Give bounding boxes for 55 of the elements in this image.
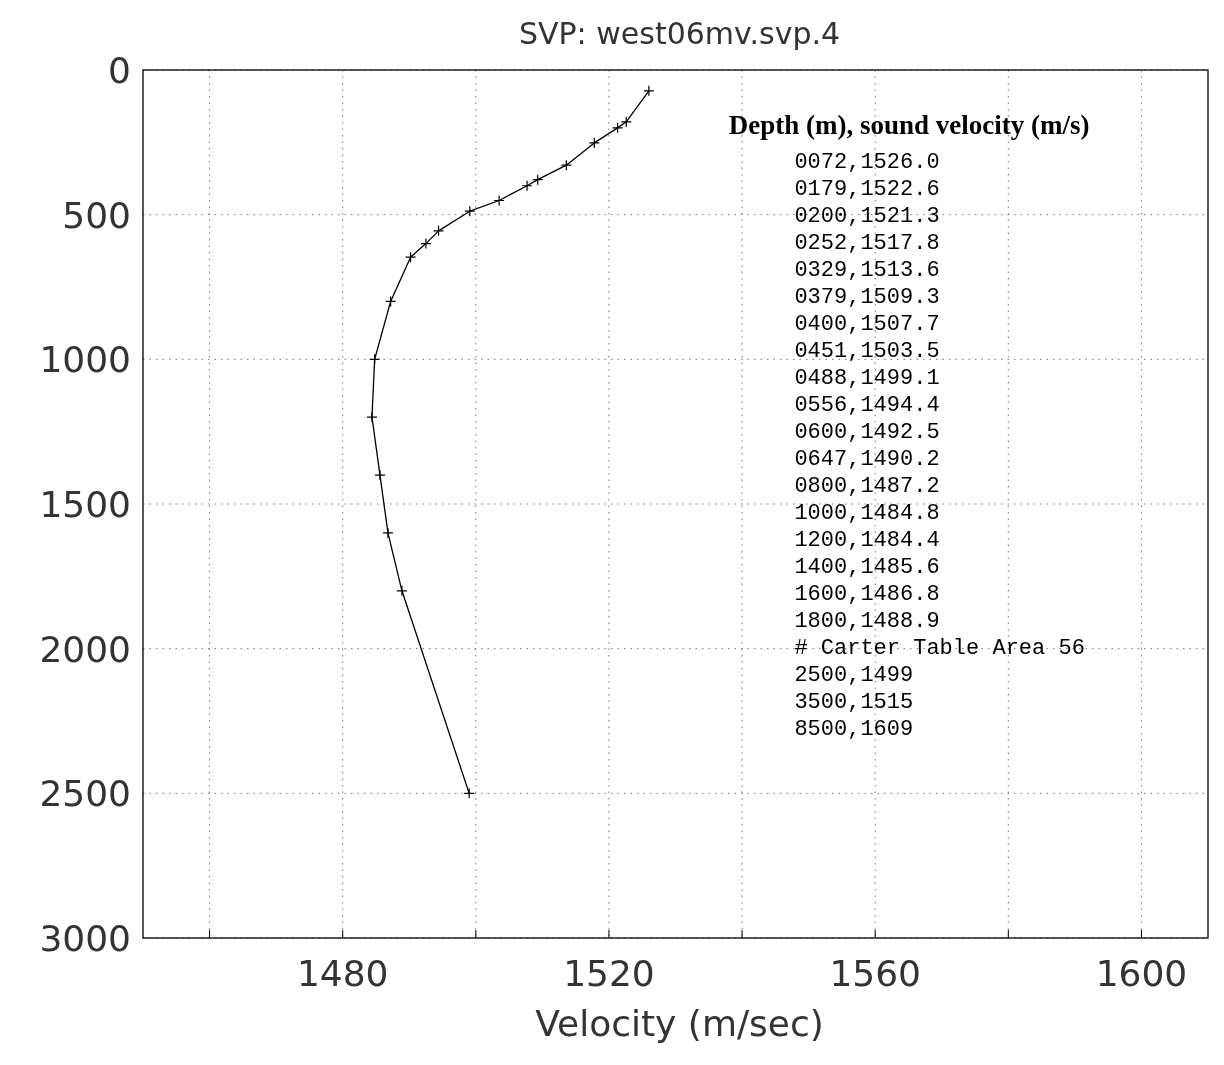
- annotation: Depth (m), sound velocity (m/s): [728, 110, 1090, 140]
- point: [369, 353, 381, 365]
- point: [560, 159, 572, 171]
- x-tick-label: 1480: [296, 953, 389, 994]
- point: [463, 787, 475, 799]
- annotation: 1800,1488.9: [794, 609, 940, 634]
- y-tick-label: 2500: [39, 773, 131, 815]
- x-tick-label: 1600: [1095, 953, 1188, 994]
- annotation: # Carter Table Area 56: [794, 636, 1085, 661]
- point: [396, 585, 408, 597]
- point: [493, 194, 505, 207]
- y-tick-label: 1000: [39, 339, 131, 381]
- point: [432, 225, 445, 237]
- x-axis-title: Velocity (m/sec): [535, 1003, 824, 1044]
- point: [643, 85, 655, 97]
- point: [382, 527, 394, 539]
- y-tick-label: 2000: [39, 628, 131, 670]
- y-tick-label: 0: [108, 50, 131, 91]
- annotation: 1200,1484.4: [794, 528, 940, 553]
- point: [611, 122, 624, 134]
- annotation: 0200,1521.3: [794, 204, 940, 229]
- point: [588, 137, 600, 149]
- y-tick-label: 500: [62, 194, 131, 236]
- annotation: 0379,1509.3: [794, 285, 940, 310]
- annotation: 0400,1507.7: [794, 312, 940, 337]
- annotation: 0451,1503.5: [794, 339, 940, 364]
- annotation: 3500,1515: [794, 690, 914, 715]
- annotation: 0600,1492.5: [794, 420, 940, 445]
- annotation: 0800,1487.2: [794, 474, 940, 499]
- annotation: 0179,1522.6: [794, 177, 940, 202]
- chart-title: SVP: west06mv.svp.4: [518, 16, 841, 51]
- annotation: 0329,1513.6: [794, 258, 940, 283]
- point: [620, 116, 632, 128]
- point: [521, 180, 533, 192]
- annotation: 8500,1609: [794, 717, 914, 742]
- point: [374, 469, 386, 481]
- annotation: 1600,1486.8: [794, 582, 940, 607]
- point: [464, 205, 476, 217]
- annotation: 0252,1517.8: [794, 231, 940, 256]
- point: [532, 174, 544, 186]
- x-tick-label: 1520: [563, 953, 655, 994]
- point: [366, 411, 378, 423]
- y-tick-label: 3000: [39, 918, 131, 959]
- annotation: 0488,1499.1: [794, 366, 940, 391]
- annotation: 1000,1484.8: [794, 501, 940, 526]
- annotation: 2500,1499: [794, 663, 914, 688]
- point: [385, 295, 397, 308]
- point: [420, 238, 432, 250]
- annotation: 0072,1526.0: [794, 150, 940, 175]
- y-tick-label: 1500: [39, 484, 131, 525]
- point: [404, 251, 417, 263]
- x-tick-label: 1560: [829, 953, 921, 994]
- annotation: 1400,1485.6: [794, 555, 940, 580]
- annotation: 0556,1494.4: [794, 393, 940, 418]
- annotation: 0647,1490.2: [794, 447, 940, 472]
